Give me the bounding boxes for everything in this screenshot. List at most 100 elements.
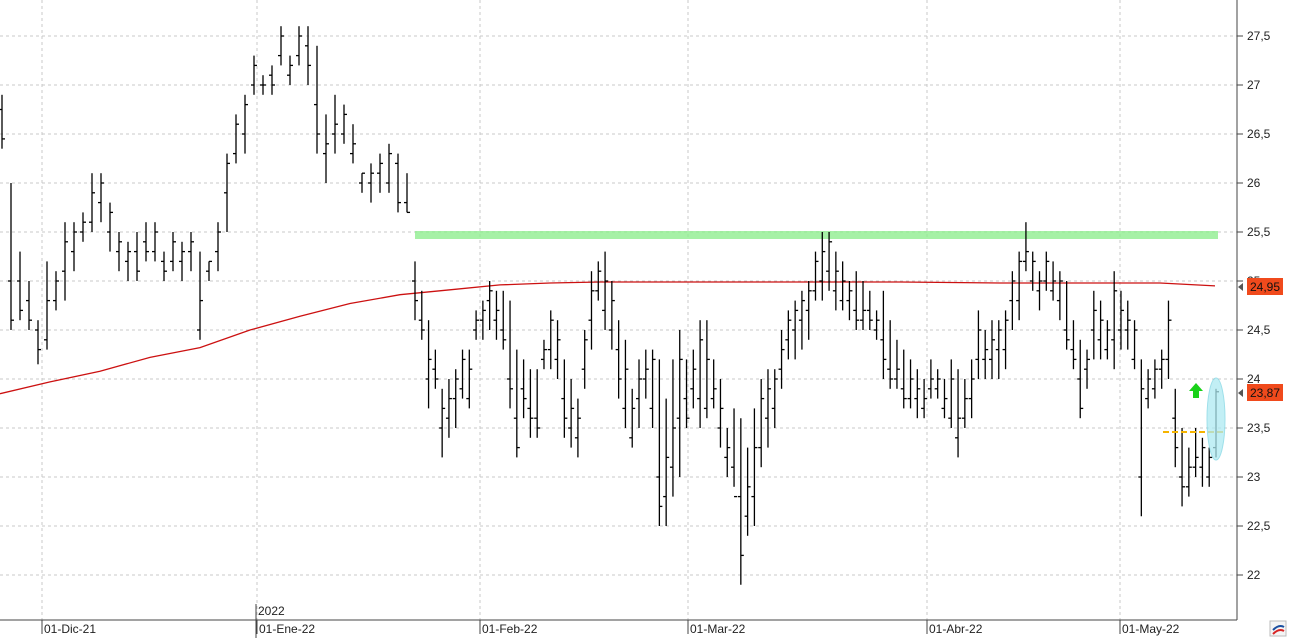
ohlc-bar — [341, 104, 347, 144]
last-tag-box — [1247, 384, 1283, 401]
ohlc-bar — [608, 281, 615, 350]
ohlc-bar — [278, 26, 284, 66]
ohlc-bar — [377, 153, 383, 193]
ohlc-bar — [744, 447, 751, 536]
ohlc-bar — [1043, 251, 1050, 291]
y-tick-label: 25,5 — [1247, 225, 1271, 239]
ohlc-bar — [907, 359, 914, 409]
ohlc-bar — [179, 241, 185, 281]
ohlc-bar — [1206, 447, 1213, 487]
ohlc-bar — [1158, 349, 1165, 389]
ohlc-bar — [656, 359, 663, 526]
ohlc-bar — [846, 281, 853, 321]
ohlc-bar — [1131, 320, 1138, 370]
ohlc-bar — [439, 388, 446, 458]
ohlc-bar — [1192, 428, 1199, 477]
ohlc-bar — [798, 290, 805, 350]
ohlc-bar — [507, 300, 514, 409]
ohlc-bar — [778, 330, 785, 389]
y-tick-label: 22,5 — [1247, 519, 1271, 533]
ohlc-bar — [629, 388, 636, 448]
ohlc-bar — [53, 271, 59, 311]
ohlc-bar — [927, 359, 934, 399]
ohlc-bar — [143, 222, 149, 262]
ohlc-bar — [1145, 369, 1152, 409]
ohlc-bar — [832, 251, 839, 311]
ohlc-bar — [323, 114, 329, 183]
vertical-gridlines — [41, 0, 1121, 620]
ohlc-bar — [758, 379, 765, 468]
ohlc-bar — [561, 359, 568, 438]
ohlc-bar — [866, 290, 873, 330]
ohlc-bar — [71, 222, 77, 272]
ohlc-bar — [1002, 310, 1009, 370]
ohlc-bar — [1111, 271, 1118, 370]
y-tick-label: 24 — [1247, 372, 1261, 386]
ohlc-bar — [1117, 290, 1124, 350]
ohlc-bar — [921, 379, 928, 419]
ohlc-bar — [636, 359, 643, 428]
ohlc-bar — [368, 163, 374, 203]
ohlc-bar — [1138, 359, 1145, 517]
ohlc-bar — [669, 359, 676, 497]
ohlc-bar — [1050, 261, 1057, 301]
ohlc-bar — [520, 359, 527, 419]
ohlc-bar — [975, 310, 982, 379]
ohlc-bar — [914, 369, 921, 419]
ma-tag-pointer-icon — [1238, 283, 1243, 291]
ohlc-bar — [107, 202, 113, 252]
ohlc-bar — [683, 359, 690, 428]
ohlc-bar — [479, 300, 486, 340]
ohlc-bar — [1056, 271, 1063, 321]
ohlc-bar — [853, 271, 860, 330]
ohlc-bar — [1009, 271, 1016, 330]
ohlc-bar — [554, 320, 561, 379]
ohlc-bar — [314, 45, 320, 154]
ohlc-bar — [242, 94, 248, 154]
ohlc-bar — [649, 349, 656, 428]
ohlc-bar — [731, 408, 738, 498]
ma-tag-value: 24,95 — [1250, 280, 1280, 294]
ohlc-bar — [206, 260, 212, 281]
ohlc-bar — [513, 349, 520, 458]
last-tag-pointer-icon — [1238, 389, 1243, 397]
ma-tag-box — [1247, 278, 1283, 295]
ohlc-bar — [260, 75, 266, 95]
ohlc-bar — [188, 232, 194, 272]
ohlc-bar — [710, 359, 717, 409]
ohlc-bar — [663, 398, 670, 526]
ohlc-bar — [737, 418, 744, 585]
ohlc-bar — [771, 369, 778, 428]
ohlc-bar — [826, 232, 833, 291]
y-tick-label: 27,5 — [1247, 29, 1271, 43]
y-tick-label: 23 — [1247, 470, 1261, 484]
ohlc-bar — [224, 153, 230, 232]
ohlc-bar — [900, 349, 907, 409]
last-price-tag: 23,87 — [1238, 384, 1283, 401]
ohlc-bar — [35, 320, 41, 365]
ohlc-bar — [792, 300, 799, 360]
ohlc-bar — [988, 320, 995, 379]
logo-icon — [1269, 620, 1287, 637]
ohlc-bar — [1063, 281, 1070, 350]
ohlc-bar — [1022, 222, 1029, 272]
up-arrow-icon — [1189, 383, 1203, 398]
ohlc-bar — [62, 222, 68, 301]
ohlc-bar — [839, 261, 846, 311]
ohlc-bar — [527, 369, 534, 438]
ohlc-bar — [785, 310, 792, 360]
highlight-ellipse — [1206, 377, 1226, 461]
ohlc-bar — [1199, 437, 1206, 487]
ohlc-bar — [812, 251, 819, 301]
y-tick-label: 26,5 — [1247, 127, 1271, 141]
ohlc-bar — [574, 398, 581, 458]
last-tag-value: 23,87 — [1250, 386, 1280, 400]
ohlc-bar — [568, 379, 575, 448]
ohlc-bar — [941, 379, 948, 419]
ohlc-bar — [860, 281, 867, 330]
ohlc-bar — [1124, 300, 1131, 350]
x-tick-label: 01-Feb-22 — [482, 622, 538, 636]
ohlc-bar — [26, 281, 32, 330]
